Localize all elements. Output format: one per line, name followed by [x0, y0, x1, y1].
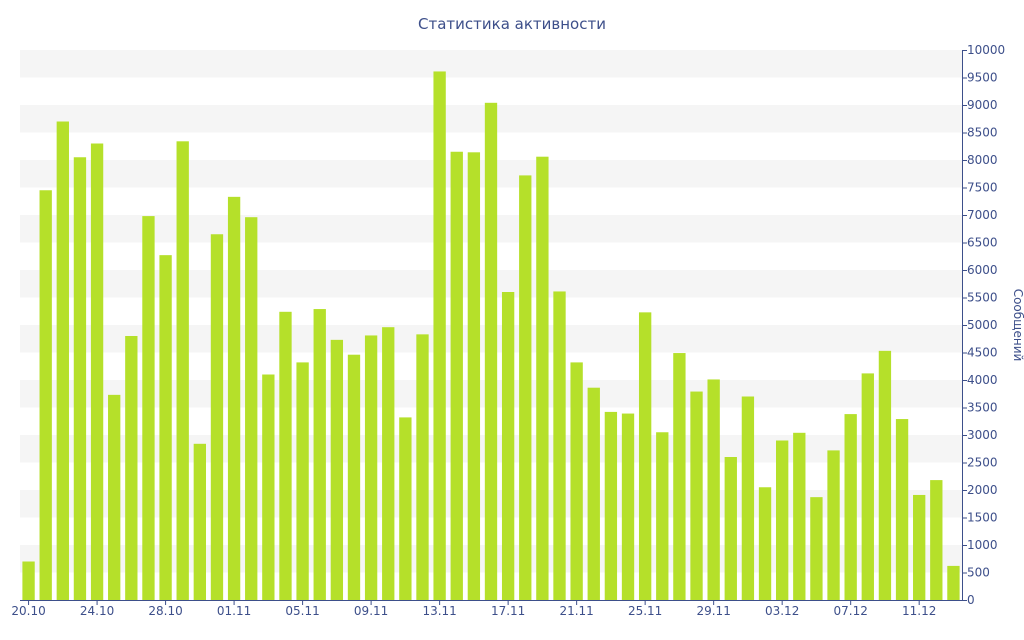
- x-tick-label: 25.11: [628, 604, 662, 618]
- x-tick-label: 21.11: [559, 604, 593, 618]
- bar-02.11[interactable]: [245, 217, 258, 600]
- bar-25.11[interactable]: [638, 312, 652, 600]
- bar-10.12[interactable]: [895, 419, 909, 600]
- x-tick-label: 24.10: [80, 604, 114, 618]
- y-tick-label: 3500: [967, 401, 998, 415]
- bar-05.11[interactable]: [296, 362, 309, 600]
- bar-14.11[interactable]: [450, 151, 463, 600]
- x-tick-label: 17.11: [491, 604, 525, 618]
- bar-07.11[interactable]: [330, 339, 344, 600]
- bar-20.11[interactable]: [553, 291, 566, 600]
- x-tick-label: 13.11: [422, 604, 456, 618]
- bar-30.10[interactable]: [193, 443, 206, 600]
- bar-13.12[interactable]: [947, 565, 960, 600]
- y-tick-label: 2000: [967, 483, 998, 497]
- y-tick-label: 10000: [967, 43, 1005, 57]
- bar-29.11[interactable]: [707, 379, 720, 600]
- bar-09.12[interactable]: [878, 350, 892, 600]
- bar-30.11[interactable]: [724, 457, 737, 600]
- x-tick-label: 03.12: [765, 604, 799, 618]
- y-tick-label: 4000: [967, 373, 998, 387]
- bar-08.12[interactable]: [861, 373, 874, 600]
- bar-12.11[interactable]: [416, 334, 429, 600]
- bar-04.11[interactable]: [279, 311, 292, 600]
- bar-06.11[interactable]: [313, 309, 326, 600]
- y-tick-label: 9000: [967, 98, 998, 112]
- y-tick-label: 6500: [967, 236, 998, 250]
- bar-05.12[interactable]: [810, 497, 823, 600]
- bar-28.10[interactable]: [159, 255, 172, 600]
- bar-26.10[interactable]: [125, 336, 138, 600]
- bar-06.12[interactable]: [827, 450, 840, 600]
- bar-13.11[interactable]: [433, 71, 446, 600]
- x-tick-label: 05.11: [285, 604, 319, 618]
- y-tick-label: 9500: [967, 71, 998, 85]
- y-tick-label: 5000: [967, 318, 998, 332]
- bar-31.10[interactable]: [210, 234, 224, 600]
- x-tick-label: 28.10: [148, 604, 182, 618]
- bar-28.11[interactable]: [690, 391, 703, 600]
- x-tick-label: 01.11: [217, 604, 251, 618]
- bar-22.10[interactable]: [56, 121, 69, 601]
- bar-25.10[interactable]: [108, 394, 121, 600]
- bar-24.10[interactable]: [90, 143, 104, 601]
- grid-band: [20, 50, 962, 78]
- y-axis-title: Сообщений: [1011, 289, 1024, 362]
- bar-26.11[interactable]: [656, 432, 669, 600]
- bar-12.12[interactable]: [930, 480, 943, 600]
- bar-16.11[interactable]: [484, 102, 498, 601]
- axes: 0 500 1000 1500 2000 2500 3000 3500 4000 4500 5000…: [11, 43, 1005, 618]
- bar-09.11[interactable]: [364, 335, 378, 600]
- bar-27.10[interactable]: [142, 216, 155, 600]
- bar-08.11[interactable]: [347, 354, 361, 600]
- bar-02.12[interactable]: [758, 487, 772, 600]
- y-tick-label: 7500: [967, 181, 998, 195]
- bar-01.12[interactable]: [741, 396, 755, 601]
- bar-19.11[interactable]: [536, 156, 549, 600]
- bar-23.10[interactable]: [73, 157, 87, 600]
- bar-03.12[interactable]: [776, 440, 789, 601]
- bar-29.10[interactable]: [176, 141, 189, 601]
- bar-23.11[interactable]: [604, 411, 618, 600]
- bar-04.12[interactable]: [793, 432, 806, 600]
- bar-20.10[interactable]: [22, 561, 35, 601]
- bar-11.11[interactable]: [399, 417, 412, 600]
- y-tick-label: 5500: [967, 291, 998, 305]
- y-tick-label: 8500: [967, 126, 998, 140]
- bar-10.11[interactable]: [382, 327, 395, 600]
- bar-21.10[interactable]: [39, 190, 52, 600]
- y-tick-label: 2500: [967, 456, 998, 470]
- bar-24.11[interactable]: [621, 413, 635, 600]
- y-tick-label: 1000: [967, 538, 998, 552]
- y-tick-label: 6000: [967, 263, 998, 277]
- x-tick-label: 11.12: [902, 604, 936, 618]
- bar-03.11[interactable]: [262, 374, 275, 601]
- bar-18.11[interactable]: [519, 175, 532, 600]
- bar-17.11[interactable]: [501, 292, 515, 600]
- x-tick-label: 20.10: [11, 604, 45, 618]
- bars: [22, 71, 960, 601]
- x-tick-label: 09.11: [354, 604, 388, 618]
- y-tick-label: 0: [967, 593, 975, 607]
- bar-01.11[interactable]: [227, 196, 241, 600]
- bar-27.11[interactable]: [673, 353, 686, 600]
- y-tick-label: 8000: [967, 153, 998, 167]
- bar-21.11[interactable]: [570, 362, 583, 600]
- bar-11.12[interactable]: [913, 494, 926, 600]
- x-tick-label: 07.12: [833, 604, 867, 618]
- bar-15.11[interactable]: [467, 152, 481, 601]
- y-tick-label: 500: [967, 566, 990, 580]
- chart-title: Статистика активности: [418, 15, 606, 33]
- bar-07.12[interactable]: [844, 414, 857, 600]
- y-tick-label: 1500: [967, 511, 998, 525]
- x-tick-label: 29.11: [696, 604, 730, 618]
- y-tick-label: 4500: [967, 346, 998, 360]
- y-tick-label: 7000: [967, 208, 998, 222]
- bar-22.11[interactable]: [587, 387, 600, 600]
- y-tick-label: 3000: [967, 428, 998, 442]
